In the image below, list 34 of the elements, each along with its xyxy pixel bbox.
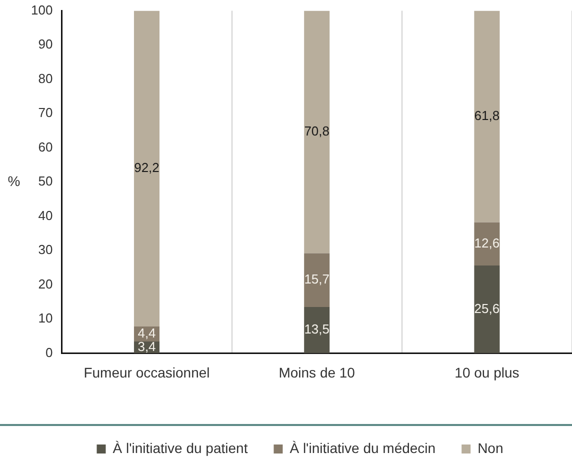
y-tick-label: 30 <box>38 242 53 258</box>
data-label: 13,5 <box>304 322 330 337</box>
bar <box>304 10 330 254</box>
y-tick-label: 60 <box>38 139 53 154</box>
data-label: 15,7 <box>304 272 330 287</box>
y-tick-label: 90 <box>38 36 53 52</box>
data-label: 12,6 <box>474 236 500 251</box>
y-tick-label: 80 <box>38 70 53 86</box>
bar <box>304 253 330 307</box>
bar <box>474 266 500 354</box>
data-label: 4,4 <box>138 326 156 341</box>
y-tick-label: 40 <box>38 208 53 223</box>
y-axis-title: % <box>8 172 20 189</box>
y-tick-label: 0 <box>45 344 53 360</box>
x-tick-label: Moins de 10 <box>278 364 356 380</box>
data-label: 70,8 <box>304 124 330 139</box>
y-tick-label: 100 <box>30 2 53 18</box>
y-tick-label: 20 <box>38 276 53 292</box>
bar <box>304 306 330 354</box>
bar <box>474 10 500 222</box>
x-tick-label: Fumeur occasionnel <box>84 364 210 380</box>
bar <box>474 222 500 266</box>
y-tick-label: 50 <box>38 174 53 189</box>
data-label: 92,2 <box>134 160 160 176</box>
legend-label: À l'initiative du patient <box>112 440 248 456</box>
legend-label: À l'initiative du médecin <box>290 440 436 456</box>
x-tick-label: 10 ou plus <box>454 364 520 380</box>
data-label: 25,6 <box>474 300 500 316</box>
data-label: 3,4 <box>138 338 156 354</box>
legend-label: Non <box>478 440 504 456</box>
y-tick-label: 70 <box>38 105 53 120</box>
data-label: 61,8 <box>474 108 500 124</box>
y-tick-label: 10 <box>38 310 53 326</box>
bar <box>134 10 160 326</box>
